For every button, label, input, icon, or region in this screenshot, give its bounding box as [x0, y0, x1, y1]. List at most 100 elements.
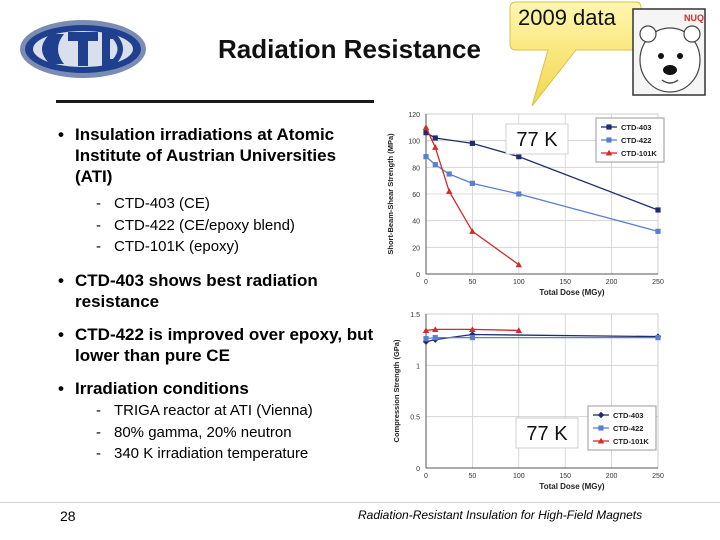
- legend-marker: [598, 425, 604, 431]
- series-line-ctd-101k: [425, 328, 519, 332]
- y-tick-label: 120: [408, 112, 420, 119]
- legend-label: CTD-422: [613, 424, 643, 433]
- bullet-marker: •: [58, 379, 64, 398]
- data-point-ctd-422: [469, 180, 475, 186]
- sub-bullet-text: TRIGA reactor at ATI (Vienna): [114, 402, 313, 419]
- bullet-marker: •: [58, 325, 64, 344]
- x-tick-label: 50: [469, 279, 477, 286]
- data-point-ctd-403: [422, 338, 430, 345]
- data-point-ctd-101k: [422, 124, 430, 130]
- x-tick-label: 0: [424, 473, 428, 480]
- ctd-logo: [20, 20, 146, 78]
- bullet-text: CTD-422 is improved over epoxy, but lowe…: [75, 325, 374, 365]
- data-point-ctd-403: [655, 207, 661, 213]
- data-point-ctd-422: [423, 336, 429, 342]
- y-tick-label: 1: [416, 363, 420, 370]
- data-point-ctd-403: [516, 154, 522, 160]
- data-point-ctd-101k: [515, 327, 522, 333]
- x-tick-label: 50: [469, 473, 477, 480]
- polar-bear-image: NUQ: [632, 8, 706, 96]
- data-point-ctd-101k: [446, 188, 453, 194]
- title-divider: [56, 100, 374, 103]
- bullet-marker: •: [58, 271, 64, 290]
- legend-label: CTD-422: [621, 136, 651, 145]
- y-tick-label: 100: [408, 139, 420, 146]
- data-point-ctd-422: [655, 228, 661, 234]
- bullet-text: CTD-403 shows best radiation resistance: [75, 271, 318, 311]
- sub-bullet-text: CTD-403 (CE): [114, 195, 210, 212]
- data-point-ctd-101k: [422, 327, 430, 333]
- x-tick-label: 100: [513, 473, 525, 480]
- bullet-ati-irradiations: • Insulation irradiations at Atomic Inst…: [58, 124, 375, 187]
- shear-strength-chart: 0 20 40 60 80 100 120 0 50 100 150 200 250 Total Dose…: [386, 112, 665, 297]
- x-tick-label: 150: [559, 473, 571, 480]
- sub-marker: -: [96, 423, 101, 441]
- data-point-ctd-403: [432, 135, 438, 141]
- sub-bullet-ctd101k: - CTD-101K (epoxy): [96, 236, 240, 258]
- bullet-marker: •: [58, 125, 64, 144]
- sub-bullet-text: CTD-422 (CE/epoxy blend): [114, 216, 295, 234]
- sub-marker: -: [96, 445, 101, 462]
- y-tick-label: 60: [412, 192, 420, 199]
- y-tick-label: 80: [412, 165, 420, 172]
- legend-label: CTD-403: [613, 411, 643, 420]
- data-point-ctd-403: [469, 140, 475, 146]
- data-point-ctd-422: [655, 335, 661, 341]
- data-point-ctd-422: [432, 162, 438, 168]
- sub-bullet-triga: - TRIGA reactor at ATI (Vienna): [96, 400, 313, 422]
- temperature-box: [515, 417, 579, 449]
- y-tick-label: 0: [416, 272, 420, 279]
- bullet-text: Irradiation conditions: [75, 379, 249, 398]
- sub-marker: -: [96, 195, 101, 212]
- x-axis-label: Total Dose (MGy): [539, 482, 605, 491]
- data-point-ctd-101k: [432, 144, 439, 150]
- x-tick-label: 250: [652, 473, 664, 480]
- legend-marker: [606, 124, 612, 130]
- temperature-label: 77 K: [526, 423, 568, 445]
- temperature-box: [505, 123, 569, 155]
- sub-bullet-text: 80% gamma, 20% neutron: [114, 423, 292, 441]
- sub-bullet-ctd422: - CTD-422 (CE/epoxy blend): [96, 215, 295, 237]
- sub-bullet-text: CTD-101K (epoxy): [114, 238, 240, 255]
- x-tick-label: 100: [513, 279, 525, 286]
- legend-label: CTD-101K: [621, 149, 657, 158]
- callout-bubble: [509, 1, 642, 107]
- bullet-text: Insulation irradiations at Atomic Instit…: [75, 125, 337, 186]
- y-axis-label: Compression Strength (GPa): [392, 339, 401, 442]
- x-tick-label: 200: [606, 473, 618, 480]
- data-point-ctd-422: [446, 171, 452, 177]
- data-point-ctd-422: [516, 191, 522, 197]
- bullet-ctd403-best: • CTD-403 shows best radiation resistanc…: [58, 270, 375, 312]
- page-number: 28: [60, 508, 76, 524]
- bear-badge-text: NUQ: [684, 13, 704, 23]
- data-point-ctd-422: [432, 335, 438, 341]
- series-line-ctd-422: [425, 336, 658, 340]
- legend-marker: [606, 137, 612, 143]
- y-tick-label: 40: [412, 219, 420, 226]
- y-tick-label: 0.5: [410, 415, 420, 422]
- footer-title: Radiation-Resistant Insulation for High-…: [358, 508, 643, 522]
- data-point-ctd-101k: [469, 228, 476, 234]
- x-tick-label: 200: [606, 279, 618, 286]
- data-point-ctd-403: [423, 130, 429, 136]
- bullet-irradiation-conditions: • Irradiation conditions: [58, 378, 375, 399]
- x-axis-label: Total Dose (MGy): [539, 288, 605, 297]
- sub-bullet-gamma-neutron: - 80% gamma, 20% neutron: [96, 422, 292, 444]
- legend-marker: [597, 411, 605, 419]
- sub-bullet-text: 340 K irradiation temperature: [114, 445, 309, 462]
- legend-marker: [605, 149, 613, 156]
- y-axis-label: Short-Beam-Shear Strength (MPa): [386, 133, 395, 255]
- sub-bullet-ctd403: - CTD-403 (CE): [96, 193, 210, 215]
- x-tick-label: 250: [652, 279, 664, 286]
- legend-label: CTD-403: [621, 123, 651, 132]
- slide-title: Radiation Resistance: [218, 34, 481, 64]
- x-tick-label: 150: [559, 279, 571, 286]
- data-point-ctd-422: [423, 154, 429, 160]
- data-point-ctd-101k: [515, 261, 522, 268]
- sub-bullet-temperature: - 340 K irradiation temperature: [96, 443, 309, 465]
- data-point-ctd-422: [469, 335, 475, 341]
- data-point-ctd-101k: [469, 326, 476, 332]
- sub-marker: -: [96, 216, 101, 234]
- x-tick-label: 0: [424, 279, 428, 286]
- data-point-ctd-101k: [432, 326, 439, 332]
